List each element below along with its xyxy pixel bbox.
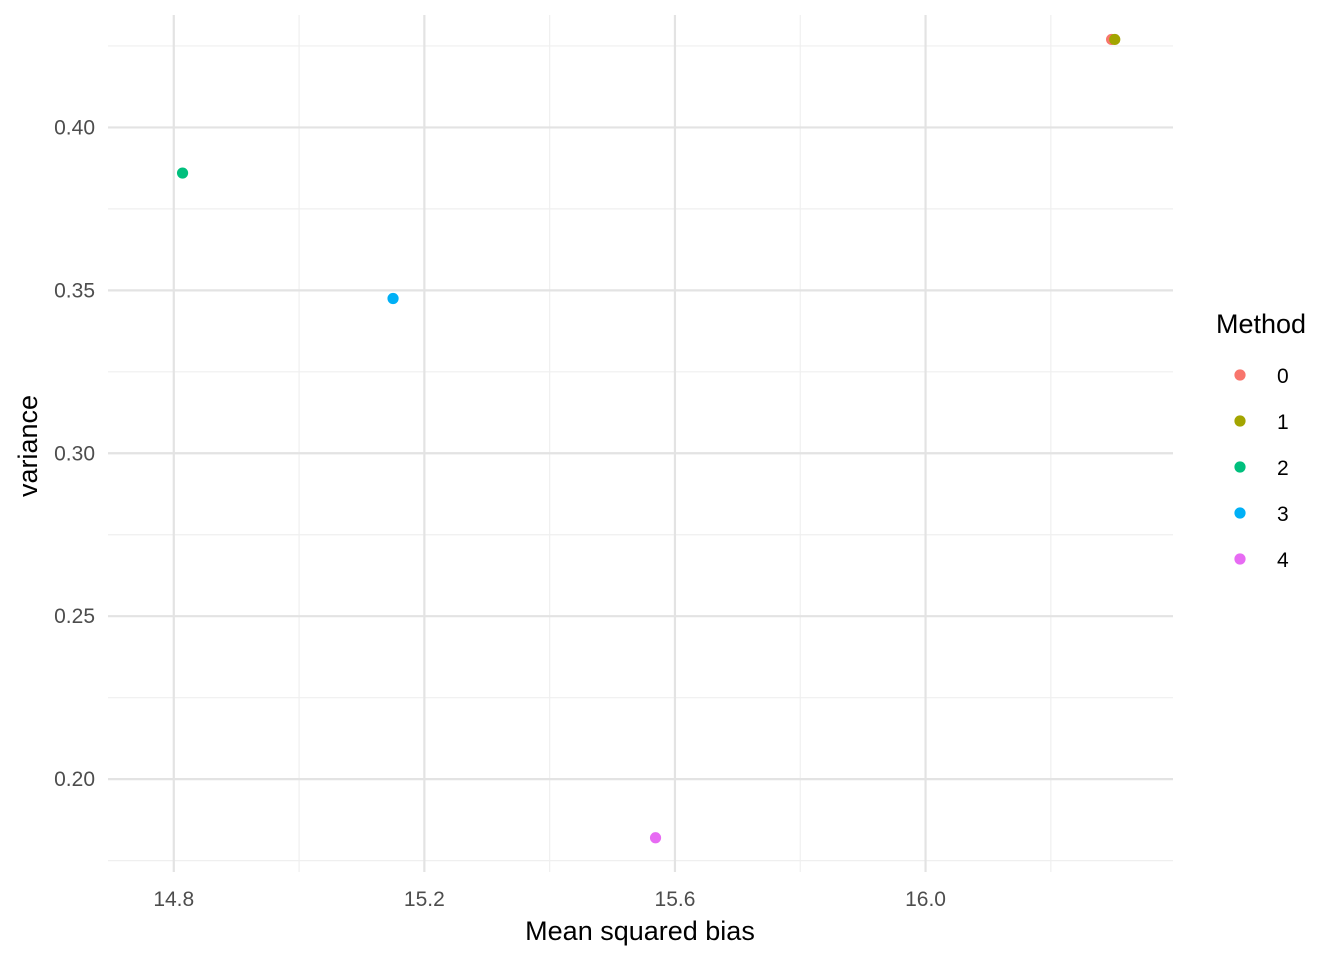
data-points: [176, 33, 1121, 844]
x-tick-label: 15.6: [655, 888, 696, 911]
legend-label-method-1: 1: [1277, 411, 1289, 434]
legend-key-method-0: [1234, 369, 1246, 381]
y-tick-label: 0.20: [54, 768, 95, 791]
legend-label-method-4: 4: [1277, 549, 1289, 572]
legend-items: 0 1 2 3 4: [1234, 365, 1289, 572]
data-point-method-3: [387, 292, 399, 305]
legend-label-method-3: 3: [1277, 503, 1289, 526]
legend-key-method-4: [1234, 553, 1246, 565]
major-gridlines: [108, 15, 1173, 872]
legend-key-method-1: [1234, 415, 1246, 427]
x-tick-label: 14.8: [153, 888, 194, 911]
y-tick-label: 0.25: [54, 605, 95, 628]
legend-title: Method: [1216, 309, 1306, 339]
x-axis-tick-labels: 14.8 15.2 15.6 16.0: [153, 888, 946, 911]
data-point-method-4: [649, 832, 662, 844]
legend: Method 0 1 2 3 4: [1216, 309, 1306, 572]
data-point-method-2: [176, 167, 189, 179]
legend-label-method-0: 0: [1277, 365, 1289, 388]
legend-key-method-3: [1234, 507, 1246, 519]
y-tick-label: 0.30: [54, 442, 95, 465]
x-tick-label: 15.2: [404, 888, 445, 911]
y-axis-title: variance: [13, 395, 43, 497]
minor-gridlines: [108, 15, 1173, 872]
legend-key-method-2: [1234, 461, 1246, 473]
x-axis-title: Mean squared bias: [525, 916, 755, 946]
y-tick-label: 0.40: [54, 116, 95, 139]
legend-label-method-2: 2: [1277, 457, 1289, 480]
y-axis-tick-labels: 0.20 0.25 0.30 0.35 0.40: [54, 116, 95, 791]
data-point-method-1: [1109, 33, 1121, 46]
y-tick-label: 0.35: [54, 279, 95, 302]
x-tick-label: 16.0: [905, 888, 946, 911]
